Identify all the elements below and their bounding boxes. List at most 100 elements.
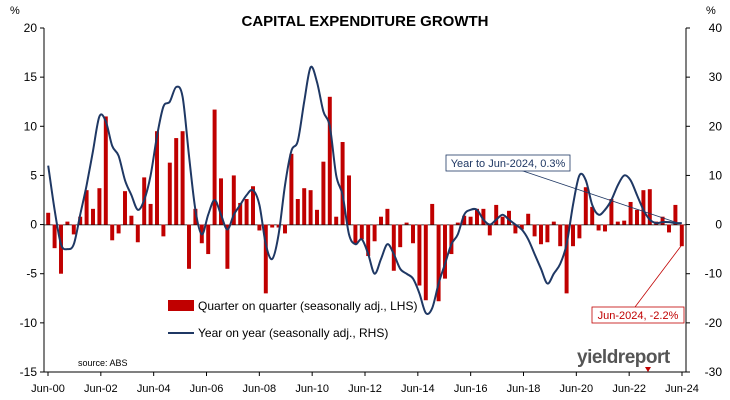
qoq-bar [366,224,371,257]
qoq-bar [148,203,153,225]
qoq-bar [404,222,409,225]
qoq-bar [417,224,422,286]
right-axis: 40 30 20 10 0 -10 -20 -30 [686,21,722,379]
qoq-bar [436,224,441,302]
source-note: source: ABS [78,358,128,368]
left-tick-label: 15 [24,70,38,84]
qoq-bar [206,224,211,255]
qoq-bar [577,224,582,239]
right-tick-label: 20 [709,119,723,133]
qoq-bar [583,187,588,225]
qoq-bar [238,202,243,225]
x-tick-label: Jun-24 [665,383,699,395]
qoq-bar [539,224,543,245]
qoq-bar [187,224,191,269]
qoq-bar [519,224,524,230]
qoq-bar [167,162,172,225]
qoq-bar [430,203,435,225]
qoq-bar [340,142,345,225]
qoq-bar [571,224,575,247]
qoq-bar [609,199,614,225]
qoq-bar [347,175,351,225]
qoq-bar [334,216,339,225]
right-tick-label: -20 [705,316,723,330]
qoq-bar [635,209,639,225]
left-tick-label: 20 [24,21,38,35]
left-tick-label: 5 [30,168,37,182]
qoq-bar [385,208,390,225]
qoq-bar [276,224,281,228]
qoq-bar [353,224,358,245]
legend-bar-swatch [168,300,194,311]
qoq-bar [231,175,236,225]
qoq-bar [315,209,319,225]
qoq-bar [475,208,479,225]
qoq-bar [289,153,294,225]
left-tick-label: -5 [26,267,37,281]
qoq-bar [155,131,159,225]
qoq-bar [308,190,313,225]
qoq-bar [462,215,467,225]
qoq-bar [628,201,633,225]
qoq-bar [590,206,595,225]
qoq-bar [513,224,518,234]
qoq-bar [212,109,217,225]
qoq-bar [558,224,563,247]
qoq-bar [263,224,268,294]
qoq-bar [660,216,665,225]
qoq-bar [603,224,607,232]
qoq-bar [251,186,255,225]
qoq-bar [673,204,678,225]
qoq-bar [295,199,300,225]
x-tick-label: Jun-04 [137,383,171,395]
x-tick-label: Jun-16 [454,383,488,395]
annotation-qoq-box [591,306,685,324]
qoq-bar [423,224,428,301]
qoq-bar [481,208,486,225]
x-tick-label: Jun-08 [243,383,277,395]
qoq-bar [443,224,447,279]
yoy-line [47,65,682,315]
qoq-bar [123,191,127,225]
qoq-bar [615,221,620,225]
qoq-bar [622,220,627,225]
qoq-bar [449,224,454,255]
qoq-bar [161,224,166,237]
qoq-bar [135,224,140,243]
left-axis-unit: % [10,5,20,17]
brand-tick-icon [645,367,651,372]
x-tick-label: Jun-14 [401,383,435,395]
left-axis: 20 15 10 5 0 -5 -10 -15 [20,21,44,379]
qoq-bar [641,190,646,225]
qoq-bar [647,189,652,225]
qoq-bar [225,224,230,269]
qoq-bar [596,224,601,231]
right-tick-label: 30 [709,70,723,84]
x-tick-label: Jun-20 [560,383,594,395]
annotation-yoy-text: Year to Jun-2024, 0.3% [451,158,566,170]
qoq-bar [129,215,134,225]
qoq-bar [327,96,332,225]
qoq-bar [411,224,415,244]
qoq-bar [391,224,396,271]
qoq-bar [59,224,63,274]
brand-text: yieldreport [577,347,671,368]
qoq-bar [398,224,403,248]
qoq-bar [532,224,537,237]
qoq-bar [91,208,95,225]
qoq-bar [500,216,505,225]
qoq-bar [84,190,89,225]
qoq-bar [487,224,492,236]
qoq-bar [302,188,307,225]
right-tick-label: 40 [709,21,723,35]
qoq-bars [46,96,684,302]
qoq-bar [321,161,326,225]
qoq-bar [257,224,262,231]
right-tick-label: -10 [705,267,723,281]
qoq-bar [283,224,287,234]
x-tick-label: Jun-22 [612,383,646,395]
right-tick-label: 0 [715,218,722,232]
right-tick-label: 10 [709,168,723,182]
qoq-bar [244,199,249,225]
